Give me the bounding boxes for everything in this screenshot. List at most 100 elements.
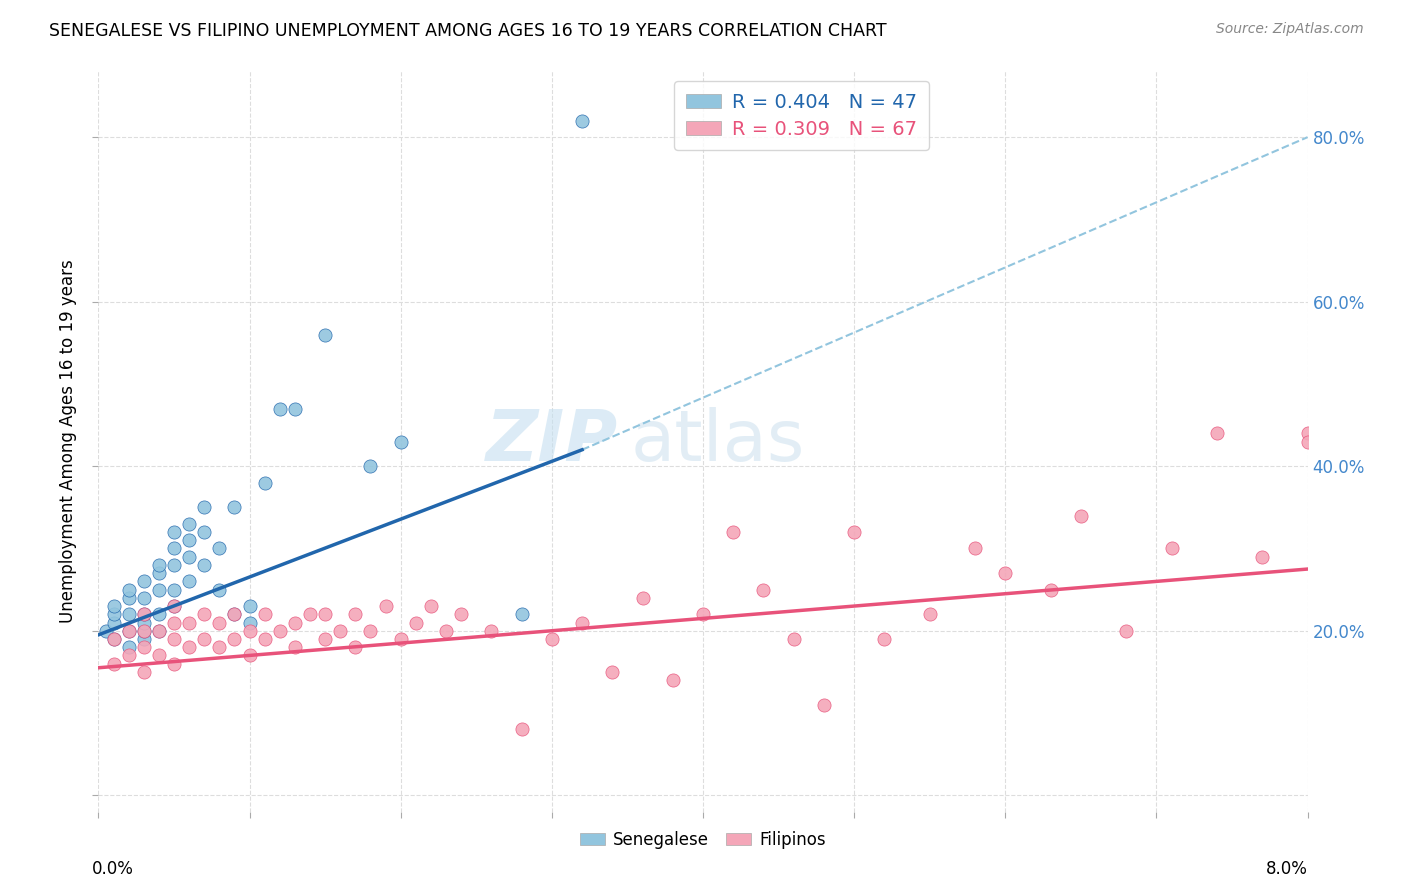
Point — [965, 541, 987, 556]
Point — [118, 624, 141, 638]
Point — [132, 591, 155, 605]
Point — [118, 582, 141, 597]
Point — [208, 615, 231, 630]
Point — [269, 401, 291, 416]
Point — [450, 607, 472, 622]
Point — [344, 640, 367, 655]
Point — [179, 574, 201, 589]
Point — [103, 607, 125, 622]
Point — [132, 632, 155, 646]
Point — [783, 632, 806, 646]
Point — [314, 607, 336, 622]
Point — [163, 657, 186, 671]
Point — [299, 607, 322, 622]
Point — [148, 558, 170, 572]
Point — [510, 723, 533, 737]
Point — [571, 615, 593, 630]
Point — [994, 566, 1017, 581]
Point — [224, 500, 246, 515]
Point — [1296, 434, 1319, 449]
Text: 0.0%: 0.0% — [93, 860, 134, 878]
Point — [118, 648, 141, 663]
Point — [193, 524, 215, 539]
Point — [132, 665, 155, 679]
Point — [239, 615, 262, 630]
Point — [314, 632, 336, 646]
Point — [148, 648, 170, 663]
Point — [284, 615, 307, 630]
Point — [224, 607, 246, 622]
Text: atlas: atlas — [630, 407, 804, 476]
Point — [179, 516, 201, 531]
Point — [148, 624, 170, 638]
Point — [208, 541, 231, 556]
Point — [661, 673, 683, 687]
Point — [208, 640, 231, 655]
Point — [148, 582, 170, 597]
Point — [329, 624, 352, 638]
Point — [723, 524, 745, 539]
Point — [1070, 508, 1092, 523]
Point — [813, 698, 835, 712]
Point — [239, 599, 262, 613]
Point — [94, 624, 117, 638]
Legend: Senegalese, Filipinos: Senegalese, Filipinos — [574, 824, 832, 855]
Point — [163, 599, 186, 613]
Point — [844, 524, 866, 539]
Point — [239, 624, 262, 638]
Point — [253, 632, 276, 646]
Point — [179, 640, 201, 655]
Point — [132, 607, 155, 622]
Point — [132, 615, 155, 630]
Point — [873, 632, 896, 646]
Point — [103, 657, 125, 671]
Point — [239, 648, 262, 663]
Point — [405, 615, 427, 630]
Point — [179, 615, 201, 630]
Point — [132, 607, 155, 622]
Point — [163, 558, 186, 572]
Point — [132, 624, 155, 638]
Point — [1206, 426, 1229, 441]
Point — [103, 599, 125, 613]
Point — [163, 599, 186, 613]
Point — [224, 607, 246, 622]
Point — [269, 624, 291, 638]
Y-axis label: Unemployment Among Ages 16 to 19 years: Unemployment Among Ages 16 to 19 years — [59, 260, 77, 624]
Text: 8.0%: 8.0% — [1265, 860, 1308, 878]
Point — [389, 434, 412, 449]
Point — [571, 113, 593, 128]
Point — [253, 607, 276, 622]
Point — [163, 541, 186, 556]
Point — [284, 401, 307, 416]
Point — [1039, 582, 1062, 597]
Point — [344, 607, 367, 622]
Point — [284, 640, 307, 655]
Point — [420, 599, 443, 613]
Point — [540, 632, 562, 646]
Point — [434, 624, 457, 638]
Text: SENEGALESE VS FILIPINO UNEMPLOYMENT AMONG AGES 16 TO 19 YEARS CORRELATION CHART: SENEGALESE VS FILIPINO UNEMPLOYMENT AMON… — [49, 22, 887, 40]
Point — [163, 524, 186, 539]
Point — [118, 624, 141, 638]
Point — [163, 632, 186, 646]
Point — [118, 640, 141, 655]
Point — [481, 624, 503, 638]
Point — [163, 582, 186, 597]
Point — [1115, 624, 1137, 638]
Point — [631, 591, 654, 605]
Point — [1296, 426, 1319, 441]
Point — [193, 632, 215, 646]
Point — [1160, 541, 1182, 556]
Point — [510, 607, 533, 622]
Point — [602, 665, 624, 679]
Point — [148, 624, 170, 638]
Point — [314, 327, 336, 342]
Point — [208, 582, 231, 597]
Point — [193, 500, 215, 515]
Point — [163, 615, 186, 630]
Point — [103, 615, 125, 630]
Point — [360, 459, 382, 474]
Point — [360, 624, 382, 638]
Point — [193, 558, 215, 572]
